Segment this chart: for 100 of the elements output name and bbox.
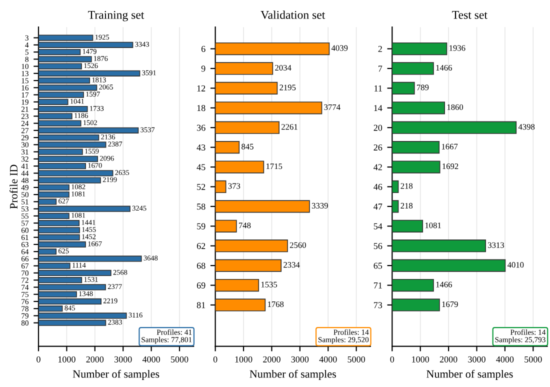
x-axis-title: Number of samples bbox=[250, 370, 336, 380]
bar bbox=[215, 220, 237, 232]
bar bbox=[392, 140, 440, 154]
y-tick-label: 18 bbox=[197, 105, 206, 112]
chart-title: Validation set bbox=[260, 10, 326, 19]
bar bbox=[215, 140, 240, 154]
data-label: 3313 bbox=[488, 242, 504, 248]
data-label: 1667 bbox=[442, 144, 458, 150]
x-tick-label: 5000 bbox=[171, 356, 188, 362]
bar bbox=[215, 200, 310, 213]
bar bbox=[215, 278, 260, 292]
y-tick-label: 65 bbox=[374, 262, 382, 269]
bar bbox=[392, 278, 434, 292]
y-tick-label: 42 bbox=[374, 164, 382, 170]
bar bbox=[215, 160, 264, 174]
y-tick-label: 56 bbox=[374, 243, 382, 250]
bar bbox=[215, 240, 288, 252]
data-label: 2560 bbox=[290, 242, 306, 248]
x-tick-label: 2000 bbox=[263, 356, 280, 362]
data-label: 218 bbox=[400, 202, 413, 209]
x-tick-label: 2000 bbox=[86, 356, 104, 362]
y-tick-label: 58 bbox=[197, 204, 206, 210]
bar bbox=[215, 259, 282, 272]
data-label: 4010 bbox=[507, 262, 524, 268]
y-tick-label: 47 bbox=[374, 204, 382, 210]
x-tick-label: 0 bbox=[213, 356, 218, 362]
data-label: 2034 bbox=[275, 64, 292, 71]
y-tick-label: 81 bbox=[196, 302, 206, 308]
x-tick-label: 2000 bbox=[440, 356, 458, 362]
y-tick-label: 52 bbox=[197, 184, 206, 190]
x-tick-label: 0 bbox=[36, 356, 40, 362]
data-label: 789 bbox=[417, 84, 429, 90]
x-tick-label: 0 bbox=[390, 356, 394, 362]
data-label: 748 bbox=[239, 222, 251, 228]
bar bbox=[392, 298, 440, 312]
bar bbox=[392, 259, 506, 272]
bar bbox=[392, 200, 399, 213]
bar bbox=[215, 42, 330, 56]
data-label: 2334 bbox=[284, 262, 300, 268]
x-tick-label: 4000 bbox=[319, 356, 337, 362]
x-tick-label: 5000 bbox=[524, 356, 542, 362]
data-label: 4398 bbox=[518, 124, 535, 130]
bar bbox=[215, 298, 266, 312]
y-tick-label: 46 bbox=[374, 184, 382, 190]
y-tick-label: 9 bbox=[201, 66, 206, 72]
bar bbox=[215, 102, 322, 114]
y-tick-label: 62 bbox=[196, 243, 206, 250]
y-tick-label: 71 bbox=[374, 282, 382, 288]
x-tick-label: 3000 bbox=[114, 356, 132, 362]
y-tick-label: 2 bbox=[378, 46, 382, 52]
y-tick-label: 43 bbox=[196, 144, 206, 151]
data-label: 1466 bbox=[436, 64, 452, 71]
bar bbox=[392, 220, 424, 232]
data-label: 845 bbox=[242, 144, 254, 150]
data-label: 373 bbox=[228, 183, 240, 189]
data-label: 1466 bbox=[436, 282, 452, 288]
y-tick-label: 69 bbox=[196, 282, 206, 288]
data-label: 1715 bbox=[266, 164, 282, 170]
bar bbox=[392, 160, 440, 174]
y-tick-label: 7 bbox=[378, 66, 382, 72]
data-label: 1692 bbox=[442, 164, 458, 170]
y-tick-label: 45 bbox=[196, 164, 206, 170]
bar bbox=[392, 240, 486, 252]
data-label: 4039 bbox=[331, 45, 348, 51]
data-label: 1081 bbox=[425, 222, 441, 228]
bar bbox=[392, 62, 434, 75]
y-tick-label: 12 bbox=[197, 85, 206, 92]
y-tick-label: 68 bbox=[196, 262, 206, 269]
data-label: 1679 bbox=[442, 301, 458, 308]
x-tick-label: 1000 bbox=[58, 356, 76, 362]
bar bbox=[392, 121, 517, 134]
x-axis-title: Number of samples bbox=[426, 370, 513, 380]
x-tick-label: 3000 bbox=[468, 356, 486, 362]
y-tick-label: 54 bbox=[374, 223, 382, 230]
data-label: 1768 bbox=[268, 301, 284, 308]
bar bbox=[215, 180, 226, 194]
data-label: 2261 bbox=[282, 124, 298, 130]
y-tick-label: 6 bbox=[201, 46, 206, 52]
data-label: 1936 bbox=[450, 45, 466, 51]
bar bbox=[392, 102, 446, 114]
y-tick-label: 59 bbox=[197, 223, 206, 230]
x-axis-title: Number of samples bbox=[72, 370, 160, 380]
y-tick-label: 20 bbox=[374, 124, 382, 131]
bar bbox=[215, 82, 278, 95]
x-tick-label: 4000 bbox=[142, 356, 160, 362]
y-tick-label: 14 bbox=[374, 105, 382, 112]
y-tick-label: 11 bbox=[374, 85, 382, 92]
bar bbox=[392, 180, 399, 194]
bar bbox=[215, 62, 274, 75]
chart-title: Training set bbox=[88, 10, 144, 22]
data-label: 1535 bbox=[261, 282, 278, 288]
x-tick-label: 5000 bbox=[348, 356, 366, 362]
data-label: 3339 bbox=[312, 202, 328, 209]
data-label: 218 bbox=[400, 183, 413, 189]
x-tick-label: 4000 bbox=[496, 356, 514, 362]
y-tick-label: 26 bbox=[374, 144, 382, 151]
bar bbox=[392, 82, 415, 95]
x-tick-label: 1000 bbox=[235, 356, 252, 362]
chart-title: Test set bbox=[452, 11, 488, 19]
bar bbox=[215, 121, 280, 134]
